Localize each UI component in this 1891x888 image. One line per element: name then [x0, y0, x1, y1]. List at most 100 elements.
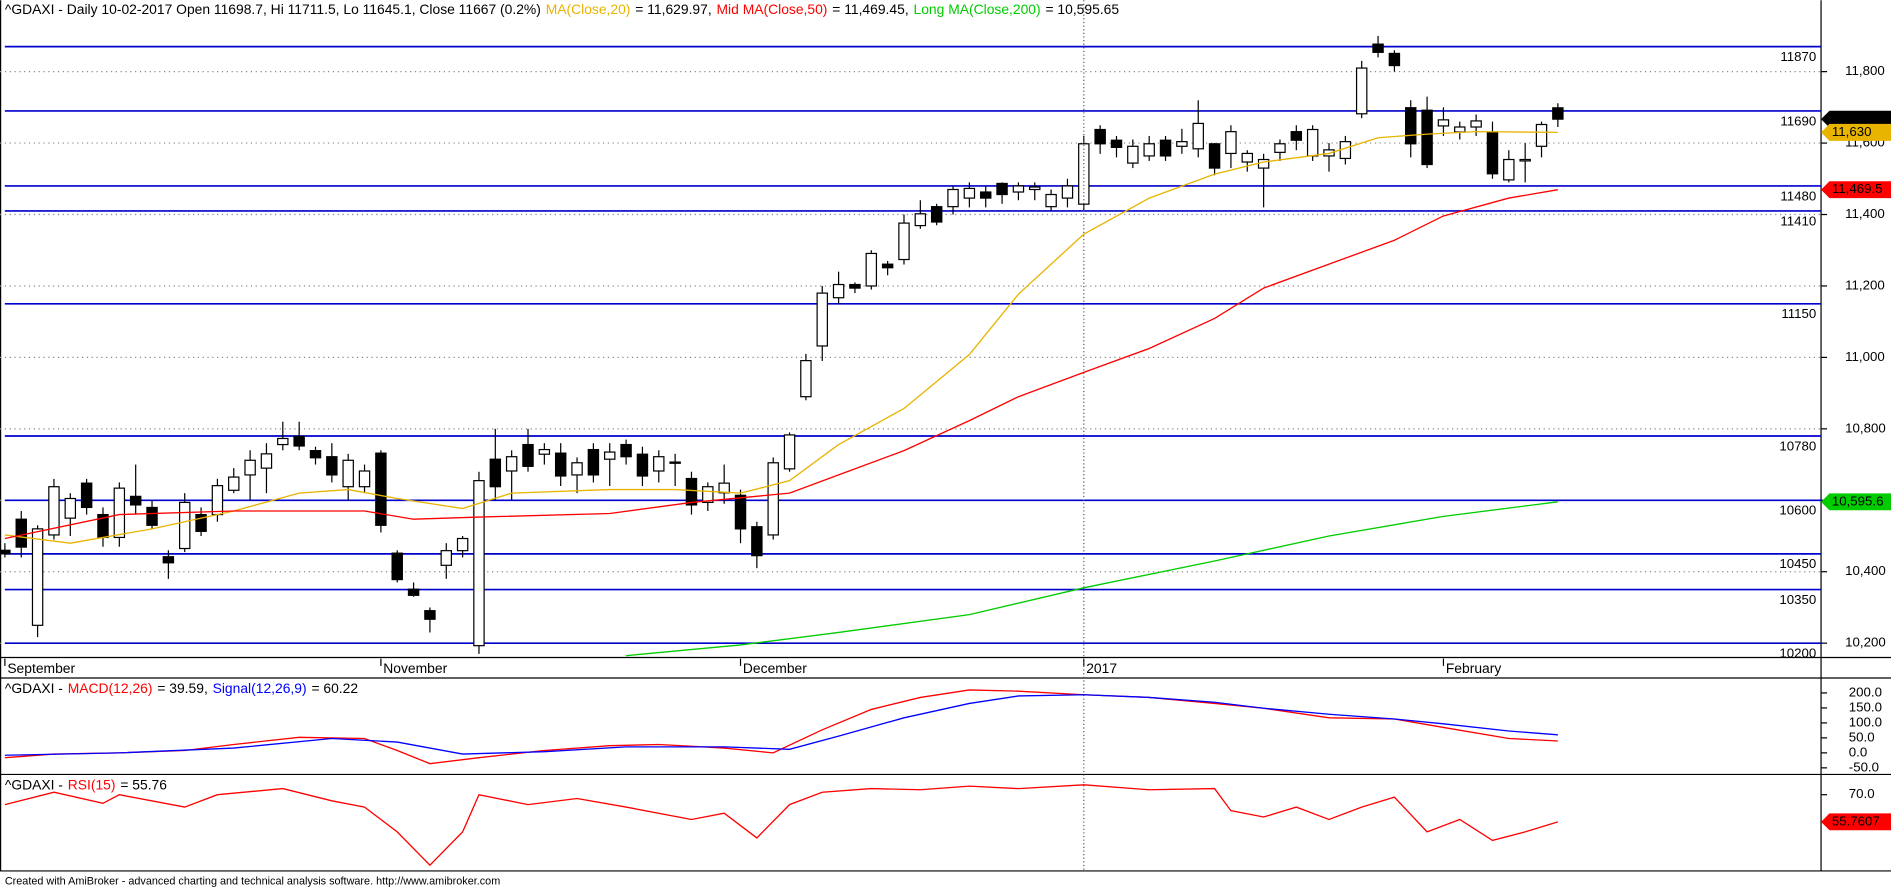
- candle-body: [178, 501, 191, 550]
- candle-body: [718, 482, 730, 494]
- candle-body: [309, 450, 322, 459]
- candle-body: [113, 487, 126, 539]
- candle-body: [1094, 128, 1106, 145]
- candle-body: [129, 495, 142, 506]
- legend-name: Signal(12,26,9): [213, 679, 307, 695]
- x-tick-label: December: [743, 660, 807, 676]
- candle-body: [277, 437, 289, 446]
- legend-name: RSI(15): [68, 776, 116, 792]
- y-tick-label: 11,200: [1845, 277, 1885, 292]
- candle-body: [1176, 141, 1188, 147]
- candle-body: [1437, 119, 1450, 127]
- level-label: 10200: [1779, 646, 1816, 661]
- y-tick-label: 10,400: [1845, 563, 1886, 578]
- candle-body: [211, 485, 224, 516]
- candle-body: [1045, 193, 1057, 208]
- candle-body: [554, 452, 567, 477]
- value-badge: [1821, 493, 1891, 511]
- footer: Created with AmiBroker - advanced charti…: [5, 876, 500, 888]
- legend-value: = 11,629.97,: [635, 0, 711, 16]
- candle-body: [1535, 123, 1548, 147]
- candle-body: [244, 459, 256, 476]
- legend-name: Long MA(Close,200): [914, 0, 1041, 16]
- x-tick-label: February: [1446, 660, 1502, 676]
- y-tick-label: 11,800: [1845, 63, 1885, 78]
- value-badge: [1821, 181, 1891, 199]
- value-badge-label: 11,469.5: [1832, 181, 1883, 196]
- candle-body: [881, 263, 894, 269]
- candle-body: [407, 588, 420, 596]
- series-line: [4, 189, 1558, 540]
- candle-body: [1290, 131, 1303, 141]
- legend-value: = 55.76: [120, 776, 167, 792]
- level-label: 10450: [1779, 556, 1816, 571]
- candle-body: [1503, 158, 1515, 181]
- candle-body: [1388, 52, 1401, 67]
- candle-body: [1208, 143, 1221, 169]
- y-tick-label: 200.0: [1849, 684, 1882, 699]
- value-badge-label: 55.7607: [1832, 813, 1880, 828]
- candle-body: [146, 506, 158, 526]
- candle-body: [1241, 152, 1254, 163]
- candle-body: [1012, 185, 1025, 193]
- series-line: [4, 689, 1558, 765]
- candle-body: [767, 462, 779, 536]
- candle-body: [947, 188, 959, 208]
- candle-body: [375, 452, 387, 526]
- y-tick-label: 10,800: [1845, 420, 1886, 435]
- series-line: [4, 694, 1558, 756]
- series-line: [4, 130, 1558, 544]
- series-line: [626, 501, 1558, 657]
- candle-body: [80, 482, 93, 509]
- candle-body: [473, 480, 485, 647]
- candle-body: [31, 528, 44, 626]
- candle-body: [48, 486, 60, 536]
- candle-body: [15, 518, 27, 548]
- title: ^GDAXI -: [5, 776, 63, 792]
- candle-body: [489, 458, 502, 488]
- level-label: 10600: [1779, 503, 1816, 518]
- candle-body: [1061, 185, 1074, 199]
- candle-body: [1470, 120, 1482, 128]
- candle-body: [849, 283, 861, 289]
- x-tick-label: 2017: [1086, 660, 1117, 676]
- candle-body: [1454, 126, 1466, 133]
- candle-body: [538, 448, 551, 455]
- candle-body: [1405, 107, 1417, 145]
- legend-name: Mid MA(Close,50): [717, 0, 828, 16]
- level-label: 10350: [1779, 592, 1816, 607]
- level-label: 11150: [1781, 306, 1816, 321]
- value-badge: [1821, 813, 1891, 831]
- legend-value: = 10,595.65: [1045, 0, 1119, 16]
- candle-body: [1519, 158, 1531, 162]
- plot-area: [4, 784, 1559, 867]
- y-tick-label: 11,400: [1845, 206, 1885, 221]
- candle-body: [963, 187, 976, 199]
- legend-value: = 11,469.45,: [832, 0, 908, 16]
- candle-body: [783, 434, 796, 470]
- candle-body: [1274, 143, 1286, 153]
- level-label: 11480: [1780, 188, 1816, 203]
- candle-body: [1127, 145, 1139, 164]
- y-tick-label: 11,000: [1845, 349, 1885, 364]
- candle-body: [228, 476, 240, 491]
- panel-header: ^GDAXI - RSI(15) = 55.76: [5, 776, 167, 792]
- value-badge: [1821, 110, 1891, 128]
- y-tick-label: 0.0: [1849, 744, 1867, 759]
- candle-body: [832, 283, 845, 299]
- candle-body: [702, 486, 714, 504]
- candle-body: [162, 556, 175, 564]
- candle-body: [1159, 139, 1172, 157]
- candle-body: [930, 206, 943, 223]
- candle-body: [1355, 67, 1368, 115]
- value-badge-label: 11,630: [1832, 124, 1872, 139]
- x-tick-label: September: [7, 660, 75, 676]
- candle-body: [636, 453, 649, 477]
- legend-name: MA(Close,20): [546, 0, 631, 16]
- y-tick-label: 50.0: [1849, 729, 1875, 744]
- level-label: 11410: [1780, 213, 1816, 228]
- candle-body: [914, 213, 927, 227]
- candle-body: [326, 456, 338, 476]
- candle-body: [1225, 131, 1237, 155]
- title: ^GDAXI -: [5, 679, 63, 695]
